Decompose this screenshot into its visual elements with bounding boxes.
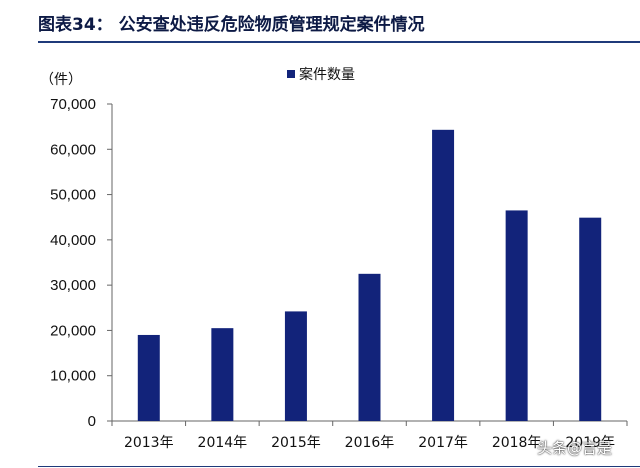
x-tick-labels: 2013年 2014年 2015年 2016年 2017年 2018年 2019年: [124, 435, 615, 451]
bar-2016年: [358, 273, 381, 421]
watermark: 头条@言是: [537, 439, 613, 457]
x-tick-label: 2015年: [271, 435, 321, 451]
bar-2018年: [505, 210, 528, 421]
bar-2014年: [211, 328, 234, 421]
legend-swatch: [287, 70, 295, 78]
y-tick-label: 40,000: [50, 232, 96, 249]
y-tick-label: 10,000: [50, 368, 96, 385]
bars: [137, 129, 602, 421]
bar-2015年: [284, 311, 307, 421]
y-tick-label: 30,000: [50, 277, 96, 294]
bar-2019年: [579, 217, 602, 421]
legend: 案件数量: [287, 66, 355, 83]
y-tick-label: 70,000: [50, 96, 96, 113]
x-tick-label: 2017年: [418, 435, 468, 451]
y-tick-labels: 0 10,000 20,000 30,000 40,000 50,000 60,000 70,…: [50, 96, 96, 430]
bar-2013年: [137, 334, 160, 421]
legend-label: 案件数量: [299, 66, 355, 83]
bar-2017年: [432, 129, 455, 421]
page-title: 图表34： 公安查处违反危险物质管理规定案件情况: [38, 15, 425, 35]
y-tick-label: 0: [88, 413, 96, 430]
x-tick-label: 2013年: [124, 435, 174, 451]
x-tick-label: 2014年: [198, 435, 248, 451]
y-axis-unit-label: （件）: [40, 72, 82, 88]
title-divider: [38, 41, 640, 43]
x-tick-label: 2018年: [492, 435, 542, 451]
bottom-divider: [38, 466, 640, 467]
x-tick-label: 2016年: [345, 435, 395, 451]
y-tick-label: 60,000: [50, 141, 96, 158]
y-tick-label: 50,000: [50, 187, 96, 204]
y-tick-label: 20,000: [50, 322, 96, 339]
x-tick-label: 2019年: [565, 435, 615, 451]
